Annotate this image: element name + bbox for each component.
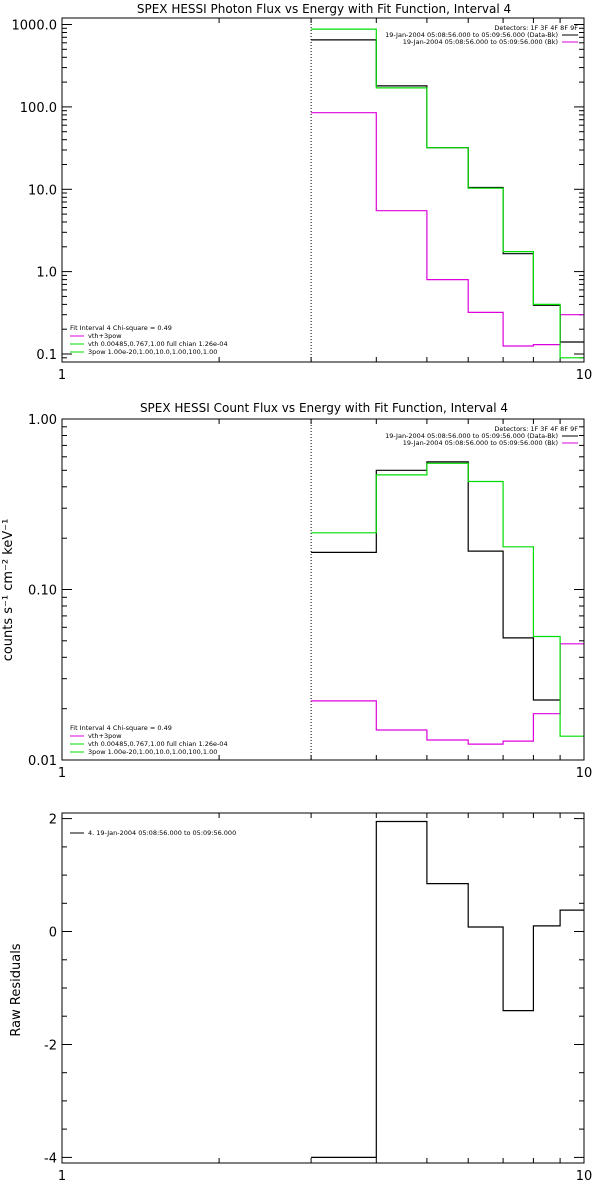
photon-flux-ytick-label: 100.0	[20, 101, 57, 116]
count-flux-ytick-label: 0.01	[28, 754, 57, 769]
photon-flux-series-vth-3pow	[311, 28, 584, 359]
photon-flux-panel: SPEX HESSI Photon Flux vs Energy with Fi…	[12, 2, 593, 383]
residuals-ytick-label: 2	[49, 813, 57, 828]
count-flux-panel: SPEX HESSI Count Flux vs Energy with Fit…	[1, 401, 592, 781]
photon-flux-ytick-label: 1.0	[36, 266, 57, 281]
count-flux-legend-data-bk: 19-Jan-2004 05:08:56.000 to 05:09:56.000…	[385, 432, 558, 440]
photon-flux-legend-data-bk: 19-Jan-2004 05:08:56.000 to 05:09:56.000…	[385, 31, 558, 39]
residuals-panel: 1 10 -4 -2 0 2 Raw Residuals 4. 19-Jan-2004 0…	[9, 812, 593, 1184]
count-flux-title: SPEX HESSI Count Flux vs Energy with Fit…	[140, 401, 508, 415]
count-flux-xtick-label: 1	[58, 766, 66, 781]
count-flux-series-bk	[311, 643, 584, 745]
photon-flux-xtick-label: 1	[58, 368, 66, 383]
residuals-plot-frame	[61, 812, 585, 1164]
photon-flux-ytick-label: 0.1	[36, 348, 57, 363]
residuals-ytick-label: -4	[44, 1151, 57, 1166]
count-flux-fit-item-1: vth 0.00485,0.767,1.00 full chian 1.26e-…	[88, 740, 228, 748]
photon-flux-fit-item-2: 3pow 1.00e-20,1.00,10.0,1.00,100,1.00	[88, 348, 217, 356]
residuals-xtick-label: 10	[576, 1169, 593, 1184]
count-flux-ylabel: counts s⁻¹ cm⁻² keV⁻¹	[1, 519, 16, 662]
residuals-ylabel: Raw Residuals	[9, 943, 24, 1036]
photon-flux-series-data	[311, 39, 584, 343]
residuals-series-residuals	[311, 820, 584, 1158]
photon-flux-plot-frame	[61, 17, 585, 363]
photon-flux-fit-header: Fit Interval 4 Chi-square = 0.49	[70, 324, 172, 332]
photon-flux-title: SPEX HESSI Photon Flux vs Energy with Fi…	[137, 2, 511, 16]
count-flux-fit-item-2: 3pow 1.00e-20,1.00,10.0,1.00,100,1.00	[88, 748, 217, 756]
photon-flux-fit-item-0: vth+3pow	[88, 332, 122, 340]
photon-flux-ytick-label: 10.0	[28, 183, 57, 198]
photon-flux-ytick-label: 1000.0	[12, 19, 58, 34]
count-flux-detectors-label: Detectors: 1F 3F 4F 8F 9F	[494, 425, 578, 433]
photon-flux-legend-bk: 19-Jan-2004 05:08:56.000 to 05:09:56.000…	[403, 38, 558, 46]
count-flux-ytick-label: 0.10	[28, 584, 57, 599]
photon-flux-xtick-label: 10	[576, 368, 593, 383]
count-flux-series-data	[311, 461, 561, 701]
count-flux-xtick-label: 10	[576, 766, 593, 781]
count-flux-series-vth-3pow	[311, 462, 584, 737]
count-flux-plot-frame	[61, 418, 585, 761]
count-flux-fit-item-0: vth+3pow	[88, 732, 122, 740]
residuals-ytick-label: -2	[44, 1039, 57, 1054]
photon-flux-detectors-label: Detectors: 1F 3F 4F 8F 9F	[494, 24, 578, 32]
residuals-xtick-label: 1	[58, 1169, 66, 1184]
photon-flux-fit-item-1: vth 0.00485,0.767,1.00 full chian 1.26e-…	[88, 340, 228, 348]
count-flux-fit-header: Fit Interval 4 Chi-square = 0.49	[70, 724, 172, 732]
residuals-legend-item: 4. 19-Jan-2004 05:08:56.000 to 05:09:56.…	[88, 829, 236, 837]
count-flux-ytick-label: 1.00	[28, 413, 57, 428]
photon-flux-series-bk	[311, 112, 584, 347]
count-flux-legend-bk: 19-Jan-2004 05:08:56.000 to 05:09:56.000…	[403, 439, 558, 447]
residuals-ytick-label: 0	[49, 926, 57, 941]
